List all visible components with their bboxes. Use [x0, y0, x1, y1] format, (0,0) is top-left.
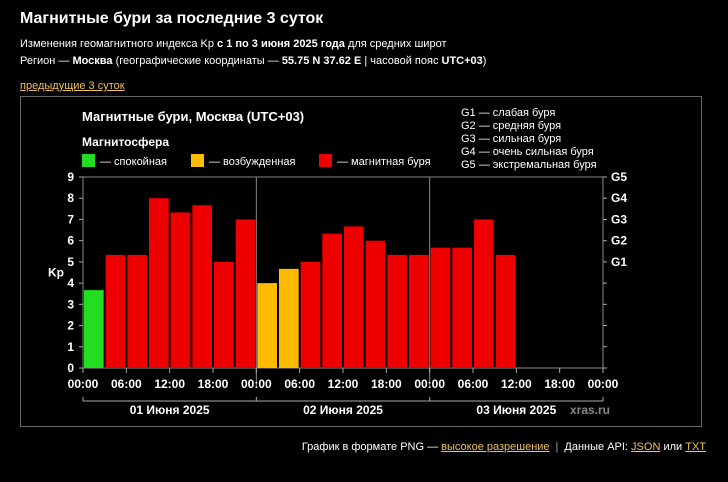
kp-bar — [235, 219, 256, 368]
day-label: 01 Июня 2025 — [130, 403, 210, 417]
storm-legend-item: G5 — экстремальная буря — [461, 159, 597, 171]
x-tick-label: 18:00 — [198, 377, 229, 391]
kp-bar — [214, 261, 234, 368]
x-tick-label: 00:00 — [241, 377, 272, 391]
legend-swatch — [191, 154, 204, 167]
x-tick-label: 18:00 — [371, 377, 402, 391]
day-label: 03 Июня 2025 — [476, 403, 556, 417]
storm-legend-item: G3 — сильная буря — [461, 133, 561, 145]
previous-3-days-link[interactable]: предыдущие 3 суток — [20, 80, 125, 92]
y-tick-label: 2 — [67, 319, 74, 333]
region-text-2: (географические координаты — — [112, 55, 282, 67]
footer-png-text: График в формате PNG — — [301, 441, 442, 453]
kp-bar — [192, 205, 212, 368]
kp-chart: Магнитные бури, Москва (UTC+03) Магнитосф… — [48, 107, 627, 417]
g-scale-label: G4 — [611, 191, 627, 205]
x-tick-label: 00:00 — [588, 377, 619, 391]
kp-bar — [105, 254, 126, 368]
g-scale-label: G3 — [611, 212, 627, 226]
y-tick-label: 0 — [67, 361, 74, 375]
storm-legend-item: G1 — слабая буря — [461, 107, 555, 119]
subtitle-region: Регион — Москва (географические координа… — [20, 55, 486, 67]
watermark: xras.ru — [570, 403, 610, 417]
kp-bar — [430, 247, 451, 368]
y-tick-label: 1 — [67, 340, 74, 354]
kp-bar — [474, 219, 494, 368]
footer: График в формате PNG — высокое разрешени… — [302, 441, 706, 453]
kp-bar — [257, 283, 277, 368]
kp-bar — [149, 198, 169, 368]
region-coords: 55.75 N 37.62 E — [281, 55, 362, 67]
y-tick-label: 5 — [67, 255, 74, 269]
chart-title: Магнитные бури, Москва (UTC+03) — [82, 109, 304, 124]
legend-label: — возбужденная — [209, 156, 296, 168]
chart-container: Магнитные бури, Москва (UTC+03) Магнитосф… — [20, 96, 702, 427]
x-tick-label: 00:00 — [414, 377, 445, 391]
region-text-1: Регион — — [20, 55, 73, 67]
y-tick-label: 7 — [67, 212, 74, 226]
high-resolution-link[interactable]: высокое разрешение — [441, 441, 550, 453]
footer-api-text: Данные API: — [564, 441, 632, 453]
x-tick-label: 12:00 — [328, 377, 359, 391]
kp-bar — [387, 254, 407, 368]
region-text-3: | часовой пояс — [361, 55, 442, 67]
x-tick-label: 06:00 — [284, 377, 315, 391]
y-tick-label: 4 — [67, 276, 74, 290]
x-tick-label: 06:00 — [458, 377, 489, 391]
subtitle-period: Изменения геомагнитного индекса Kp с 1 п… — [20, 38, 447, 50]
subtitle-period-prefix: Изменения геомагнитного индекса Kp — [20, 38, 218, 50]
y-tick-label: 8 — [67, 191, 74, 205]
storm-legend-item: G2 — средняя буря — [461, 120, 561, 132]
legend-title: Магнитосфера — [82, 135, 169, 149]
x-tick-label: 12:00 — [501, 377, 532, 391]
day-label: 02 Июня 2025 — [303, 403, 383, 417]
kp-bar — [84, 290, 104, 368]
g-scale-label: G5 — [611, 170, 627, 184]
g-scale-label: G1 — [611, 255, 627, 269]
subtitle-period-suffix: для средних широт — [344, 38, 447, 50]
txt-link[interactable]: TXT — [685, 441, 706, 453]
kp-bar — [452, 247, 472, 368]
y-tick-label: 3 — [67, 297, 74, 311]
g-scale-label: G2 — [611, 234, 627, 248]
x-tick-label: 00:00 — [68, 377, 99, 391]
kp-bar — [409, 254, 429, 368]
footer-separator: | — [555, 441, 559, 453]
kp-bar — [300, 261, 321, 368]
page-title: Магнитные бури за последние 3 суток — [20, 10, 324, 27]
storm-legend-item: G4 — очень сильная буря — [461, 146, 594, 158]
legend-swatch — [319, 154, 332, 167]
region-timezone: UTC+03 — [441, 55, 483, 67]
legend-label: — магнитная буря — [337, 156, 431, 168]
kp-bar — [170, 212, 191, 368]
kp-bar — [127, 254, 147, 368]
x-tick-label: 06:00 — [111, 377, 142, 391]
kp-bar — [279, 268, 299, 368]
y-axis-label: Kp — [48, 266, 64, 280]
y-tick-label: 9 — [67, 170, 74, 184]
y-tick-label: 6 — [67, 234, 74, 248]
kp-bar — [365, 240, 386, 368]
x-tick-label: 18:00 — [544, 377, 575, 391]
subtitle-period-dates: с 1 по 3 июня 2025 года — [217, 38, 345, 50]
region-text-4: ) — [482, 55, 487, 67]
kp-bar — [495, 254, 516, 368]
footer-or-text: или — [660, 441, 686, 453]
x-tick-label: 12:00 — [154, 377, 185, 391]
kp-bar — [322, 233, 342, 368]
legend-swatch — [82, 154, 95, 167]
kp-bar — [344, 226, 364, 368]
json-link[interactable]: JSON — [631, 441, 661, 453]
region-city: Москва — [72, 55, 113, 67]
legend-label: — спокойная — [100, 156, 167, 168]
